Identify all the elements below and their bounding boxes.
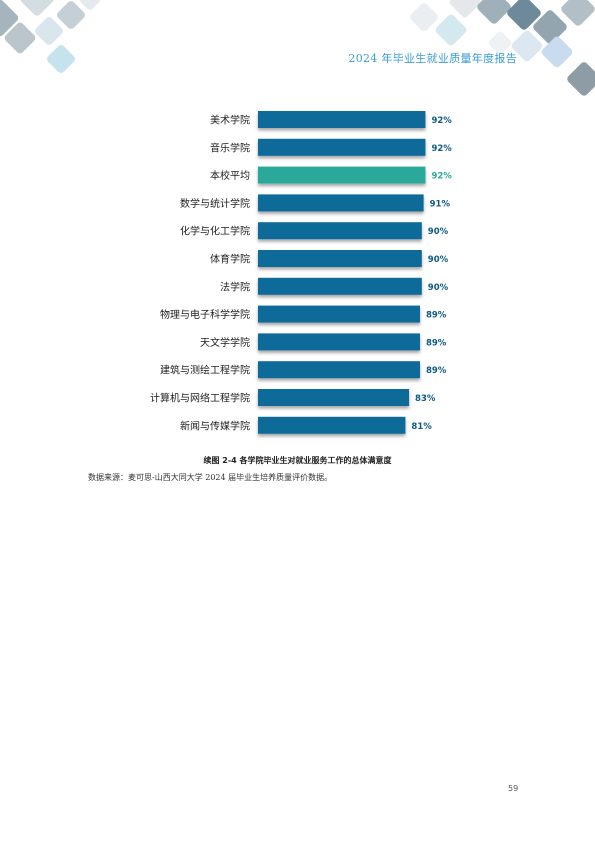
- value-label: 89%: [426, 366, 447, 376]
- value-label: 92%: [431, 116, 452, 126]
- category-label: 建筑与测绘工程学院: [160, 364, 250, 377]
- category-label: 物理与电子科学学院: [160, 308, 250, 321]
- value-label: 81%: [411, 422, 432, 432]
- category-label: 计算机与网络工程学院: [150, 392, 250, 405]
- average-bar: [258, 166, 426, 184]
- header-decoration-left: [0, 0, 101, 73]
- value-label: 89%: [426, 311, 447, 321]
- bar: [258, 222, 422, 240]
- value-label: 90%: [428, 283, 449, 293]
- value-label: 83%: [415, 394, 436, 404]
- bar: [258, 305, 420, 323]
- category-label: 法学院: [220, 280, 250, 293]
- value-label: 92%: [431, 144, 452, 154]
- value-label: 89%: [426, 338, 447, 348]
- category-label: 化学与化工学院: [180, 225, 250, 238]
- category-label: 天文学学院: [200, 336, 250, 349]
- value-label: 91%: [430, 199, 451, 209]
- bar: [258, 416, 406, 434]
- category-label: 美术学院: [210, 114, 250, 127]
- category-label: 数学与统计学院: [180, 197, 250, 210]
- bar: [258, 138, 426, 156]
- report-header-title: 2024 年毕业生就业质量年度报告: [348, 52, 517, 65]
- figure-caption: 续图 2-4 各学院毕业生对就业服务工作的总体满意度: [203, 456, 392, 465]
- category-label: 体育学院: [210, 253, 250, 266]
- data-source-note: 数据来源：麦可思-山西大同大学 2024 届毕业生培养质量评价数据。: [88, 473, 333, 482]
- category-label: 音乐学院: [210, 141, 250, 154]
- value-label: 92%: [431, 172, 452, 182]
- header-decoration-right: [410, 0, 595, 96]
- bar: [258, 361, 420, 379]
- category-label: 新闻与传媒学院: [180, 419, 250, 432]
- page-number: 59: [508, 784, 519, 793]
- bar: [258, 111, 426, 128]
- bar: [258, 194, 424, 212]
- category-label: 本校平均: [210, 169, 250, 182]
- value-label: 90%: [428, 227, 449, 237]
- bar: [258, 277, 422, 295]
- satisfaction-bar-chart: 美术学院 92% 音乐学院 92% 本校平均 92% 数学与统计学院 91% 化学与化工学院 90…: [150, 111, 452, 434]
- bar: [258, 333, 420, 351]
- value-label: 90%: [428, 255, 449, 265]
- bar: [258, 250, 422, 267]
- bar: [258, 389, 410, 406]
